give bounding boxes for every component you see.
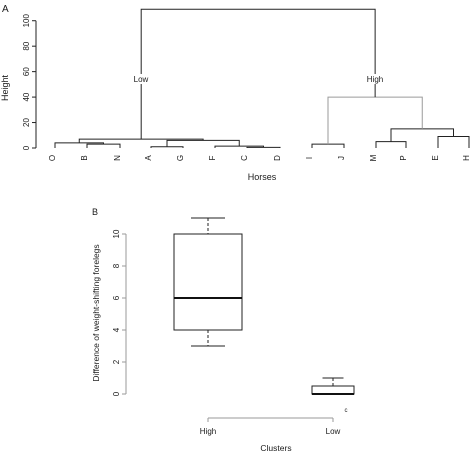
dendrogram-tree <box>54 8 470 148</box>
dendrogram-y-tick-label: 80 <box>22 41 31 50</box>
boxplot-x-axis-label: Clusters <box>260 443 291 453</box>
dendrogram-y-tick-label: 0 <box>22 145 31 150</box>
dendrogram-y-tick-label: 60 <box>22 67 31 76</box>
dendrogram-x-axis-label: Horses <box>248 172 277 182</box>
dendrogram-leaf-label: O <box>48 155 57 161</box>
dendrogram-y-tick-label: 100 <box>22 14 31 28</box>
dendrogram-leaf-label: E <box>431 155 440 160</box>
dendrogram-cluster-labels: Low High <box>131 74 385 84</box>
dendrogram-branch <box>54 142 104 148</box>
boxplot-box <box>173 233 243 331</box>
dendrogram-branch <box>150 146 184 148</box>
boxplot-category-label: Low <box>326 427 341 436</box>
dendrogram-branch <box>214 145 264 148</box>
dendrogram-branch <box>437 136 470 148</box>
cluster-label-bg <box>131 74 151 84</box>
dendrogram-branch <box>246 146 281 148</box>
dendrogram-y-tick-label: 40 <box>22 92 31 101</box>
boxplot-y-tick-label: 0 <box>112 391 121 396</box>
cluster-label: High <box>367 75 383 84</box>
dendrogram-branch <box>78 138 204 143</box>
dendrogram-branch <box>327 96 423 145</box>
dendrogram-leaf-label: N <box>113 155 122 161</box>
boxplot-y-tick-label: 6 <box>112 295 121 300</box>
dendrogram-branch <box>390 128 454 142</box>
boxplot-category-label: High <box>200 427 216 436</box>
dendrogram-leaf-label: M <box>369 154 378 161</box>
dendrogram-leaf-label: A <box>144 155 153 161</box>
dendrogram-leaf-label: B <box>80 155 89 160</box>
dendrogram-branch <box>86 143 121 148</box>
boxplot-box <box>311 385 355 395</box>
boxplot-annotation: c <box>345 408 348 414</box>
boxplot-y-tick-label: 4 <box>112 327 121 332</box>
dendrogram-y-axis: 0 20 40 60 80 100 <box>22 14 37 150</box>
dendrogram-leaf-label: J <box>337 156 346 160</box>
dendrogram-leaf-label: P <box>399 155 408 160</box>
boxplot-y-tick-label: 2 <box>112 359 121 364</box>
dendrogram-leaf-label: D <box>273 155 282 161</box>
cluster-label-bg <box>365 74 385 84</box>
dendrogram-leaf-label: I <box>305 157 314 159</box>
boxplot-x-axis: High Low <box>200 417 341 436</box>
dendrogram-y-tick-label: 20 <box>22 118 31 127</box>
boxplot-y-axis-label: Difference of weight-shifting forelegs <box>91 244 101 381</box>
dendrogram-leaf-label: G <box>176 155 185 161</box>
dendrogram-leaf-label: H <box>462 155 471 161</box>
boxplot-y-tick-label: 10 <box>112 229 121 238</box>
panel-a-label: A <box>2 4 9 15</box>
dendrogram-leaf-label: F <box>208 155 217 160</box>
cluster-label: Low <box>134 75 149 84</box>
panel-b-label: B <box>92 207 98 217</box>
dendrogram-branch <box>311 143 345 148</box>
dendrogram-leaf-label: C <box>240 155 249 161</box>
dendrogram-branch <box>166 139 240 147</box>
dendrogram-branch <box>140 8 376 140</box>
boxplot-y-tick-label: 8 <box>112 263 121 268</box>
boxplot-boxes: c <box>173 217 355 414</box>
boxplot-y-axis: 0 2 4 6 8 10 <box>112 229 127 396</box>
dendrogram-y-axis-label: Height <box>0 74 10 101</box>
dendrogram-branch <box>375 141 407 148</box>
